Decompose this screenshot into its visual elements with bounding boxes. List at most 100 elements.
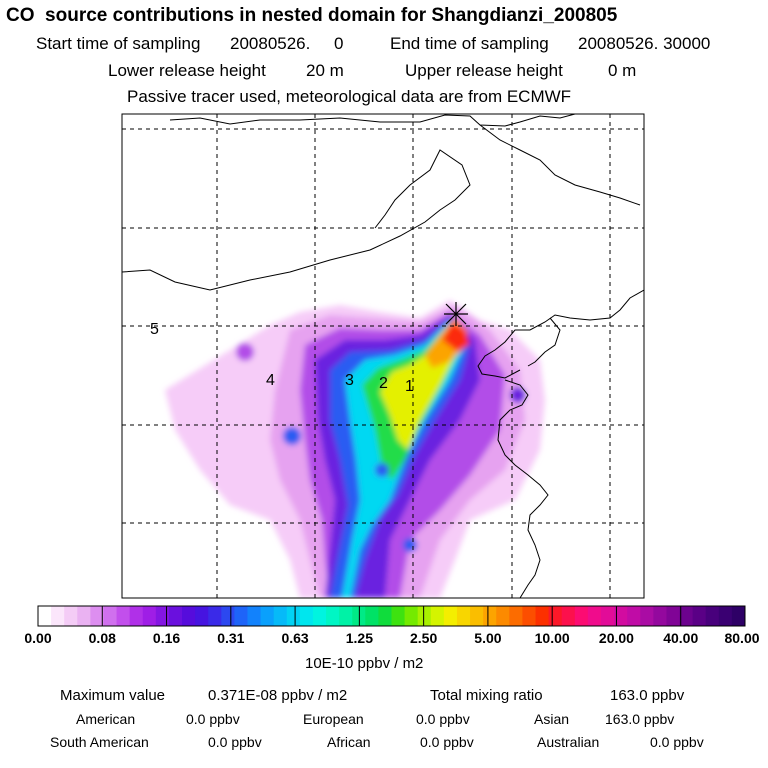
coast-korea <box>477 289 644 379</box>
colorbar-swatch <box>509 606 523 626</box>
blob-east-1 <box>510 387 526 403</box>
colorbar-tick-label: 5.00 <box>474 630 502 646</box>
colorbar-swatch <box>574 606 589 626</box>
region-label-1: 1 <box>405 378 414 395</box>
colorbar-swatch <box>260 606 275 626</box>
colorbar-swatch <box>273 606 288 626</box>
colorbar-swatch <box>378 606 392 626</box>
colorbar-swatch <box>496 606 510 626</box>
model-info: Passive tracer used, meteorological data… <box>127 87 572 106</box>
colorbar-swatch <box>103 606 118 626</box>
graticule <box>122 114 644 598</box>
colorbar-swatch <box>587 606 602 626</box>
colorbar-swatch <box>286 606 301 626</box>
colorbar-swatch <box>653 606 667 626</box>
colorbar-swatch <box>391 606 406 626</box>
region-australian-value: 0.0 ppbv <box>650 734 704 750</box>
region-asian-value: 163.0 ppbv <box>605 711 675 727</box>
colorbar-swatch <box>182 606 196 626</box>
colorbar-swatch <box>692 606 707 626</box>
colorbar-swatch <box>679 606 694 626</box>
colorbar-swatch <box>116 606 131 626</box>
region-asian-label: Asian <box>534 711 570 727</box>
coast-east <box>497 379 549 598</box>
colorbar-tick-label: 40.00 <box>663 630 699 646</box>
colorbar-swatch <box>339 606 353 626</box>
colorbar-swatch <box>142 606 157 626</box>
colorbar-tick-label: 0.00 <box>24 630 52 646</box>
colorbar-swatch <box>64 606 78 626</box>
coast-peninsula <box>527 317 561 367</box>
colorbar-swatch <box>404 606 419 626</box>
colorbar-swatch <box>731 606 746 626</box>
colorbar-swatch <box>51 606 65 626</box>
colorbar-swatch <box>548 606 563 626</box>
border-mongolia <box>122 149 471 291</box>
region-label-5: 5 <box>150 321 159 338</box>
region-label-3: 3 <box>345 372 354 389</box>
total-mixing-label: Total mixing ratio <box>430 687 543 704</box>
region-australian-label: Australian <box>537 734 600 750</box>
map-frame <box>121 113 645 599</box>
colorbar-swatch <box>522 606 537 626</box>
colorbar-swatch <box>640 606 654 626</box>
colorbar-swatch <box>168 606 183 626</box>
colorbar-tick-label: 0.31 <box>217 630 245 646</box>
upper-release-label: Upper release height <box>405 61 563 80</box>
start-time-value: 20080526. 0 <box>230 34 344 53</box>
colorbar-tick-label: 0.16 <box>152 630 181 646</box>
colorbar-swatch <box>208 606 222 626</box>
region-south-american-value: 0.0 ppbv <box>208 734 262 750</box>
colorbar-swatch <box>614 606 628 626</box>
colorbar-swatch <box>326 606 340 626</box>
blob-west-2 <box>283 427 301 445</box>
region-south-american-label: South American <box>50 734 149 750</box>
colorbar-tick-label: 20.00 <box>598 630 634 646</box>
max-value: 0.371E-08 ppbv / m2 <box>208 687 348 704</box>
colorbar-swatch <box>718 606 733 626</box>
colorbar-swatch <box>90 606 104 626</box>
end-time-value: 20080526. 30000 <box>578 34 711 53</box>
colorbar-tick-label: 0.63 <box>281 630 309 646</box>
colorbar-swatch <box>155 606 170 626</box>
colorbar-unit: 10E-10 ppbv / m2 <box>305 655 424 672</box>
colorbar-swatch <box>456 606 471 626</box>
end-time-label: End time of sampling <box>390 34 549 53</box>
colorbar-tick-label: 10.00 <box>534 630 570 646</box>
colorbar-swatch <box>470 606 484 626</box>
start-time-label: Start time of sampling <box>36 34 201 53</box>
lower-release-label: Lower release height <box>108 61 266 80</box>
colorbar-swatch <box>129 606 144 626</box>
colorbar-tick-marks <box>37 606 746 626</box>
colorbar-swatch <box>221 606 235 626</box>
colorbar-swatch <box>417 606 432 626</box>
border-northeast <box>479 124 641 206</box>
colorbar-swatch <box>38 606 52 626</box>
colorbar-swatch <box>312 606 327 626</box>
total-mixing-value: 163.0 ppbv <box>610 687 685 704</box>
colorbar-swatch <box>299 606 314 626</box>
station-cross-icon <box>444 302 468 326</box>
region-african-label: African <box>327 734 371 750</box>
region-european-value: 0.0 ppbv <box>416 711 470 727</box>
colorbar-tick-label: 2.50 <box>410 630 438 646</box>
region-european-label: European <box>303 711 364 727</box>
blob-south-1 <box>403 538 417 552</box>
lower-release-value: 20 m <box>306 61 344 80</box>
region-american-value: 0.0 ppbv <box>186 711 240 727</box>
region-american-label: American <box>76 711 136 727</box>
plume-red <box>442 322 470 352</box>
border-north <box>169 114 576 127</box>
colorbar-swatch <box>666 606 681 626</box>
blob-west-1 <box>236 343 254 361</box>
colorbar-swatch <box>430 606 445 626</box>
colorbar-swatch <box>247 606 262 626</box>
colorbar-swatch <box>443 606 458 626</box>
colorbar-swatch <box>600 606 615 626</box>
colorbar-swatch <box>365 606 379 626</box>
colorbar-swatch <box>627 606 641 626</box>
colorbar-swatch <box>77 606 91 626</box>
plot-title: CO source contributions in nested domain… <box>6 5 618 26</box>
colorbar-tick-label: 1.25 <box>345 630 373 646</box>
